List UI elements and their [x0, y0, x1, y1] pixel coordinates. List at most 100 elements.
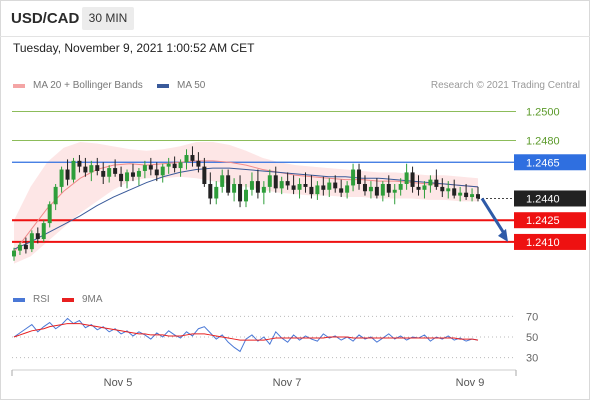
- x-tick-label: Nov 9: [456, 377, 485, 389]
- header-bar: USD/CAD 30 MIN: [0, 0, 590, 37]
- candle-body: [196, 160, 201, 167]
- candle-body: [452, 188, 457, 196]
- candle-body: [333, 182, 338, 189]
- x-tick-label: Nov 5: [104, 377, 133, 389]
- forecast-arrowhead: [498, 228, 508, 242]
- rsi-tick-label: 70: [526, 311, 538, 323]
- candle-body: [208, 184, 213, 199]
- candle-body: [107, 168, 112, 177]
- candle-body: [148, 165, 153, 170]
- candle-body: [434, 179, 439, 187]
- candle-body: [249, 181, 254, 190]
- candle-body: [214, 186, 219, 199]
- candle-body: [83, 166, 88, 173]
- candle-body: [119, 173, 124, 182]
- candle-body: [386, 184, 391, 193]
- candle-body: [303, 184, 308, 187]
- candle-body: [23, 244, 28, 250]
- candle-body: [416, 186, 421, 190]
- candle-body: [422, 185, 427, 190]
- candle-body: [142, 165, 147, 171]
- price-level-label: 1.2465: [526, 157, 560, 169]
- price-level-tag-pointer: [514, 157, 519, 168]
- price-level-tag-pointer: [514, 236, 519, 247]
- candle-body: [136, 170, 141, 177]
- candle-body: [368, 186, 373, 192]
- candle-body: [77, 160, 82, 167]
- legend-9ma-swatch: [62, 297, 74, 302]
- candle-body: [362, 184, 367, 192]
- candle-body: [160, 166, 165, 176]
- price-level-label: 1.2500: [526, 107, 560, 119]
- candle-body: [327, 182, 332, 190]
- rsi-9ma-line: [13, 323, 479, 341]
- legend-ma20: MA 20 + Bollinger Bands: [13, 80, 143, 91]
- candle-body: [154, 169, 159, 176]
- candle-body: [464, 192, 469, 198]
- price-level-tag: [514, 190, 586, 207]
- price-level-tag: [514, 212, 586, 229]
- legend-rsi-swatch: [13, 297, 25, 302]
- candle-body: [279, 181, 284, 189]
- legend-rsi: RSI: [13, 294, 50, 305]
- candle-body: [101, 170, 106, 177]
- legend-9ma: 9MA: [62, 294, 103, 305]
- candle-body: [41, 223, 46, 240]
- candle-body: [125, 172, 130, 182]
- candle-body: [410, 172, 415, 187]
- candle-body: [392, 189, 397, 193]
- legend-ma50-label: MA 50: [177, 80, 206, 91]
- candle-body: [285, 181, 290, 186]
- price-level-tag-pointer: [514, 193, 519, 204]
- price-level-label: 1.2410: [526, 237, 560, 249]
- candle-body: [47, 204, 52, 224]
- bollinger-band-area: [14, 142, 478, 264]
- rsi-tick-label: 30: [526, 353, 538, 365]
- candle-body: [446, 188, 451, 192]
- price-level-tag-pointer: [514, 215, 519, 226]
- candle-body: [351, 169, 356, 186]
- candle-body: [226, 175, 231, 193]
- candle-body: [178, 162, 183, 169]
- timestamp: Tuesday, November 9, 2021 1:00:52 AM CET: [13, 41, 255, 55]
- candle-body: [339, 188, 344, 193]
- candle-body: [357, 169, 362, 184]
- candle-body: [476, 194, 480, 199]
- candle-body: [404, 172, 409, 184]
- candle-body: [309, 186, 314, 195]
- candle-body: [398, 184, 403, 190]
- candle-body: [35, 233, 40, 240]
- candle-body: [267, 175, 272, 187]
- candle-body: [380, 184, 385, 196]
- interval-button[interactable]: 30 MIN: [82, 7, 134, 30]
- candle-body: [232, 184, 237, 193]
- candle-body: [345, 185, 350, 193]
- legend-ma50-swatch: [157, 83, 169, 88]
- candle-body: [59, 169, 64, 187]
- rsi-tick-label: 50: [526, 332, 538, 344]
- candle-body: [12, 250, 16, 257]
- candle-body: [428, 179, 433, 186]
- price-level-label: 1.2425: [526, 215, 560, 227]
- candle-body: [172, 163, 177, 169]
- candle-body: [440, 186, 445, 192]
- legend-ma20-label: MA 20 + Bollinger Bands: [33, 80, 143, 91]
- candle-body: [238, 184, 243, 202]
- legend-ma50: MA 50: [157, 80, 205, 91]
- candle-body: [273, 175, 278, 189]
- copyright-text: Research © 2021 Trading Central: [430, 80, 580, 91]
- candle-body: [113, 168, 118, 174]
- price-level-tag: [514, 233, 586, 250]
- candle-body: [17, 244, 22, 251]
- legend-rsi-label: RSI: [33, 294, 50, 305]
- price-level-tag: [514, 154, 586, 171]
- x-tick-label: Nov 7: [273, 377, 302, 389]
- candle-body: [190, 155, 195, 161]
- candle-body: [130, 172, 135, 177]
- candle-body: [291, 185, 296, 190]
- legend-ma20-swatch: [13, 83, 25, 88]
- candle-body: [315, 185, 320, 195]
- candle-body: [244, 189, 248, 202]
- candle-body: [321, 185, 326, 190]
